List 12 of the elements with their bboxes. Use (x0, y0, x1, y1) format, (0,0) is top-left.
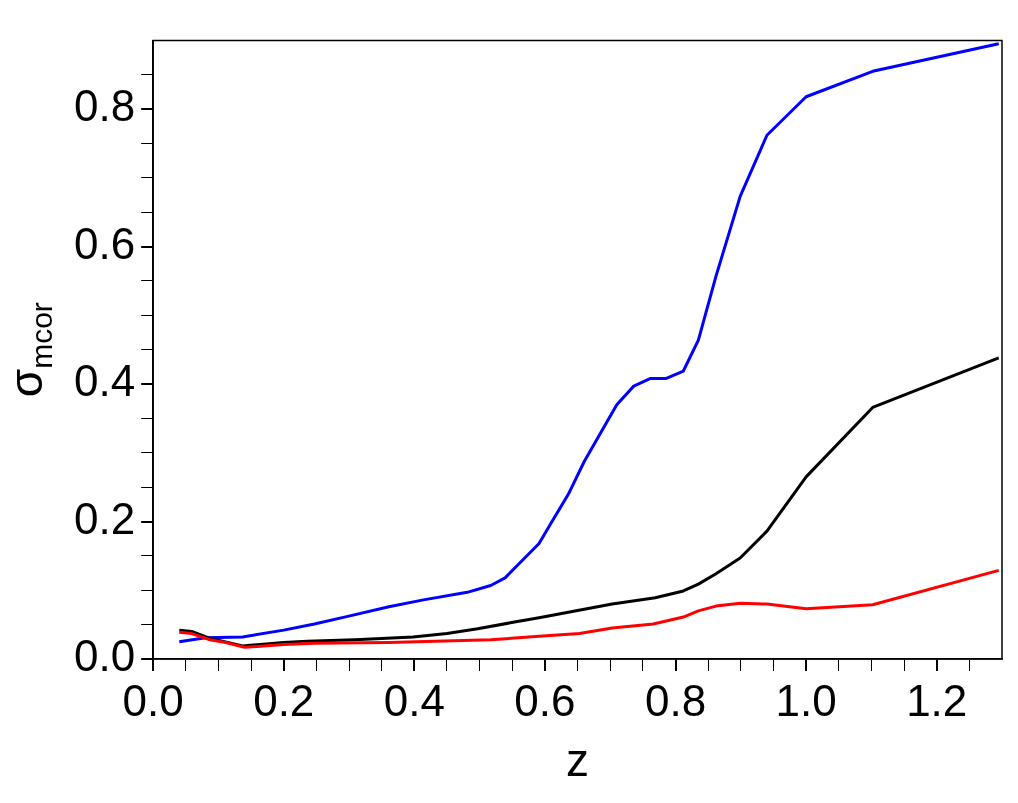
y-axis-title: σmcor (0, 302, 58, 398)
x-tick-label: 1.2 (906, 675, 968, 725)
x-axis-title: z (566, 734, 590, 787)
x-tick-label: 1.0 (775, 675, 837, 725)
x-tick-label: 0.6 (514, 675, 576, 725)
y-tick-label: 0.8 (73, 81, 136, 131)
x-tick-label: 0.8 (644, 675, 707, 725)
y-tick-label: 0.2 (73, 493, 136, 543)
x-tick-label: 0.2 (253, 675, 315, 725)
y-tick-label: 0.4 (73, 356, 136, 406)
y-tick-label: 0.6 (73, 218, 136, 268)
x-tick-label: 0.4 (383, 675, 445, 725)
